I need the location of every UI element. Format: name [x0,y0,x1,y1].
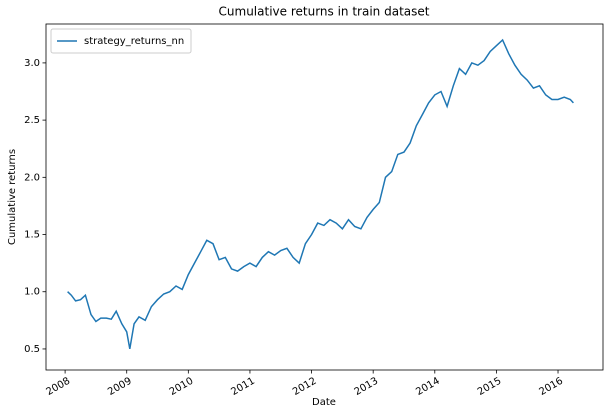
legend: strategy_returns_nn [50,28,192,54]
y-tick-label: 0.5 [24,344,40,355]
chart-title: Cumulative returns in train dataset [219,5,430,19]
legend-label: strategy_returns_nn [84,36,184,47]
x-tick-label: 2013 [353,376,381,398]
y-tick-label: 1.0 [24,287,40,298]
x-tick-label: 2012 [291,376,319,398]
x-tick-label: 2009 [106,376,134,398]
y-tick-label: 2.0 [24,172,40,183]
x-tick-label: 2014 [414,376,442,398]
y-tick-label: 3.0 [24,58,40,69]
y-tick-label: 2.5 [24,115,40,126]
plot-frame [45,23,604,371]
x-tick-label: 2016 [537,376,565,398]
legend-box [50,28,192,54]
y-axis-label: Cumulative returns [7,149,18,245]
line-series [67,38,574,350]
x-tick-label: 2015 [476,376,504,398]
y-tick-label: 1.5 [24,230,40,241]
x-tick-label: 2011 [229,376,257,398]
x-axis-label: Date [312,397,336,408]
x-tick-label: 2010 [168,376,196,398]
x-tick-label: 2008 [45,376,73,398]
